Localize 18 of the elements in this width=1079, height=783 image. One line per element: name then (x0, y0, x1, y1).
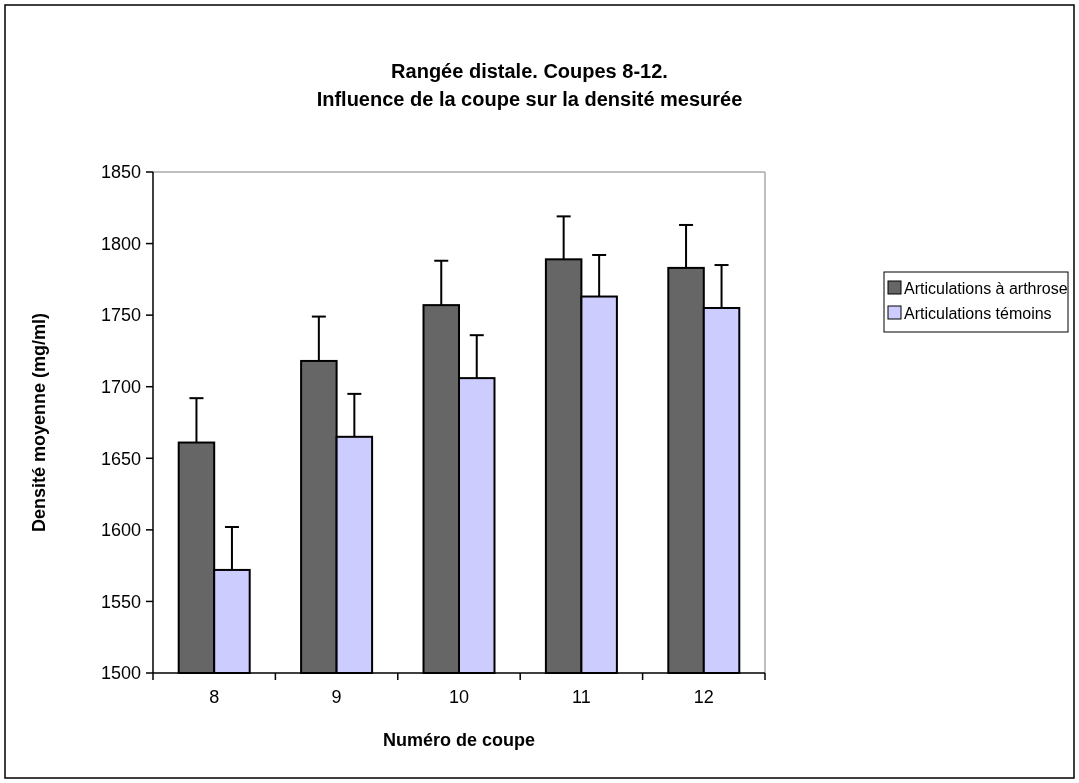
x-axis-title: Numéro de coupe (382, 730, 536, 750)
x-tick-label: 9 (331, 687, 342, 707)
legend-label: Articulations témoins (904, 304, 1052, 322)
y-axis-title: Densité moyenne (mg/ml) (29, 312, 49, 533)
y-tick-label: 1650 (100, 448, 141, 469)
y-tick-label: 1800 (100, 233, 141, 254)
y-tick-label: 1500 (100, 663, 141, 684)
chart-title: Rangée distale. Coupes 8-12. Influence de la coupe sur la densité mesurée (316, 60, 743, 110)
y-tick-label: 1700 (100, 377, 141, 398)
legend-label: Articulations à arthrose (904, 279, 1068, 297)
x-tick-label: 12 (693, 687, 714, 707)
y-tick-label: 1550 (100, 591, 141, 612)
y-tick-label: 1750 (100, 305, 141, 326)
y-tick-label: 1850 (100, 162, 141, 183)
x-tick-label: 10 (448, 687, 470, 707)
x-tick-label: 11 (572, 687, 591, 707)
y-tick-label: 1600 (100, 520, 141, 541)
x-tick-label: 8 (209, 687, 220, 707)
